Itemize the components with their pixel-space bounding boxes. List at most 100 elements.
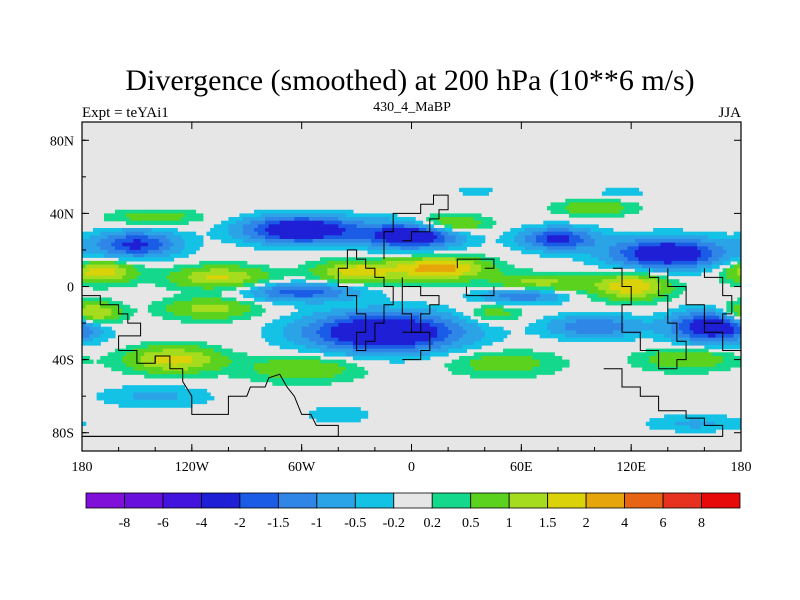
field-cell: [503, 290, 508, 295]
field-cell: [180, 344, 186, 350]
field-cell: [338, 337, 343, 342]
field-cell: [506, 297, 511, 302]
field-cell: [279, 209, 284, 214]
field-cell: [316, 326, 321, 331]
field-cell: [151, 217, 156, 222]
field-cell: [254, 312, 259, 317]
field-cell: [118, 213, 123, 218]
field-cell: [404, 271, 409, 277]
field-cell: [228, 231, 233, 236]
field-cell: [437, 275, 442, 280]
field-cell: [162, 238, 167, 244]
field-cell: [455, 326, 460, 331]
field-cell: [543, 330, 548, 335]
field-cell: [715, 344, 720, 350]
field-cell: [426, 326, 431, 331]
field-cell: [89, 326, 94, 331]
field-cell: [722, 268, 727, 273]
field-cell: [243, 235, 248, 240]
field-cell: [96, 260, 101, 266]
field-cell: [334, 213, 339, 218]
field-cell: [228, 304, 233, 310]
field-cell: [543, 231, 548, 236]
field-cell: [554, 235, 559, 240]
field-cell: [565, 330, 570, 335]
field-cell: [609, 337, 614, 342]
field-cell: [210, 293, 215, 299]
field-cell: [184, 242, 189, 247]
field-cell: [92, 308, 98, 313]
field-cell: [96, 301, 101, 306]
field-cell: [279, 341, 284, 346]
field-cell: [232, 282, 237, 288]
field-cell: [697, 260, 702, 266]
field-cell: [371, 297, 376, 302]
field-cell: [590, 224, 596, 229]
field-cell: [180, 220, 186, 225]
field-cell: [532, 228, 537, 233]
field-cell: [330, 246, 336, 251]
field-cell: [470, 187, 475, 193]
field-cell: [605, 202, 610, 207]
field-cell: [103, 304, 109, 310]
field-cell: [213, 304, 219, 310]
field-cell: [144, 348, 149, 353]
field-cell: [151, 238, 156, 244]
field-cell: [129, 264, 134, 269]
field-cell: [396, 326, 402, 331]
field-cell: [554, 319, 559, 324]
field-cell: [221, 304, 226, 310]
field-cell: [535, 249, 541, 255]
field-cell: [107, 217, 112, 222]
field-cell: [418, 257, 424, 262]
field-cell: [107, 301, 112, 306]
field-cell: [557, 275, 563, 280]
field-cell: [510, 246, 515, 251]
field-cell: [554, 246, 559, 251]
field-cell: [118, 304, 123, 310]
field-cell: [590, 213, 596, 218]
field-cell: [147, 257, 153, 262]
field-cell: [546, 286, 552, 291]
field-cell: [459, 341, 464, 346]
field-cell: [352, 312, 358, 317]
field-cell: [294, 337, 299, 342]
field-cell: [239, 213, 244, 218]
field-cell: [356, 286, 361, 291]
field-cell: [191, 297, 197, 302]
field-cell: [535, 231, 541, 236]
field-cell: [492, 304, 497, 310]
field-cell: [396, 282, 402, 288]
field-cell: [334, 238, 339, 244]
field-cell: [656, 326, 662, 331]
field-cell: [722, 235, 727, 240]
field-cell: [733, 323, 738, 328]
field-cell: [609, 275, 614, 280]
field-cell: [276, 224, 281, 229]
field-cell: [254, 213, 259, 218]
field-cell: [550, 290, 555, 295]
field-cell: [689, 304, 694, 310]
field-cell: [675, 246, 680, 251]
field-cell: [122, 264, 127, 269]
field-cell: [133, 253, 138, 258]
field-cell: [363, 217, 369, 222]
field-cell: [477, 271, 482, 277]
field-cell: [572, 206, 577, 211]
field-cell: [257, 224, 262, 229]
field-cell: [173, 228, 178, 233]
field-cell: [316, 286, 321, 291]
field-cell: [199, 279, 204, 284]
field-cell: [111, 228, 116, 233]
field-cell: [601, 312, 607, 317]
field-cell: [675, 282, 680, 288]
field-cell: [243, 231, 248, 236]
field-cell: [415, 268, 420, 273]
field-cell: [316, 268, 321, 273]
field-cell: [323, 337, 328, 342]
field-cell: [623, 231, 629, 236]
field-cell: [290, 246, 295, 251]
field-cell: [345, 308, 350, 313]
field-cell: [616, 326, 621, 331]
field-cell: [539, 249, 544, 255]
